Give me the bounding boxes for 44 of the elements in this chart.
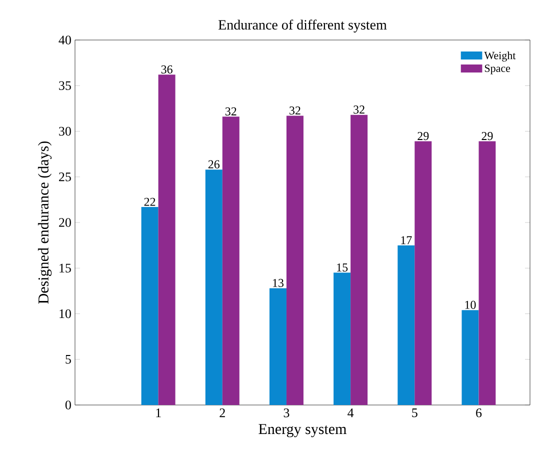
bar bbox=[222, 116, 240, 405]
bar bbox=[141, 206, 158, 405]
legend-label: Space bbox=[484, 64, 510, 74]
x-tick-label: 1 bbox=[156, 408, 161, 418]
y-tick-label: 30 bbox=[59, 126, 71, 136]
bar bbox=[286, 116, 304, 405]
bar bbox=[398, 245, 415, 405]
data-label: 36 bbox=[161, 65, 172, 74]
y-tick-label: 10 bbox=[60, 309, 71, 318]
data-label: 22 bbox=[144, 198, 156, 206]
x-tick-label: 4 bbox=[348, 408, 354, 418]
x-axis-title: Energy system bbox=[258, 424, 346, 438]
x-tick-label: 5 bbox=[412, 408, 418, 418]
x-tick-label: 6 bbox=[476, 408, 482, 418]
bar bbox=[158, 74, 176, 405]
legend-label: Weight bbox=[484, 52, 516, 62]
bar bbox=[478, 141, 496, 405]
data-label: 10 bbox=[465, 300, 476, 309]
y-tick-label: 0 bbox=[65, 400, 71, 410]
data-label: 32 bbox=[225, 107, 236, 116]
bar bbox=[414, 141, 432, 405]
y-tick-label: 35 bbox=[59, 81, 71, 90]
x-tick-label: 3 bbox=[284, 408, 290, 418]
y-tick-label: 5 bbox=[66, 355, 71, 364]
bar bbox=[205, 170, 222, 405]
data-label: 29 bbox=[418, 132, 429, 140]
data-label: 13 bbox=[273, 278, 284, 287]
bar bbox=[462, 310, 479, 405]
y-tick-label: 25 bbox=[59, 172, 71, 182]
bar bbox=[350, 114, 368, 405]
data-label: 15 bbox=[337, 263, 348, 272]
y-tick-label: 20 bbox=[59, 218, 71, 227]
y-axis-title: Designed endurance (days) bbox=[38, 142, 52, 304]
y-tick-label: 40 bbox=[58, 36, 71, 44]
data-label: 26 bbox=[208, 160, 220, 168]
data-label: 32 bbox=[290, 106, 300, 115]
data-label: 17 bbox=[401, 236, 412, 244]
bar bbox=[334, 272, 351, 405]
x-tick-label: 2 bbox=[220, 408, 225, 418]
y-tick-label: 15 bbox=[60, 264, 71, 272]
data-label: 32 bbox=[354, 106, 364, 114]
bar bbox=[269, 288, 286, 405]
data-label: 29 bbox=[482, 132, 493, 140]
chart-title: Endurance of different system bbox=[218, 20, 387, 32]
